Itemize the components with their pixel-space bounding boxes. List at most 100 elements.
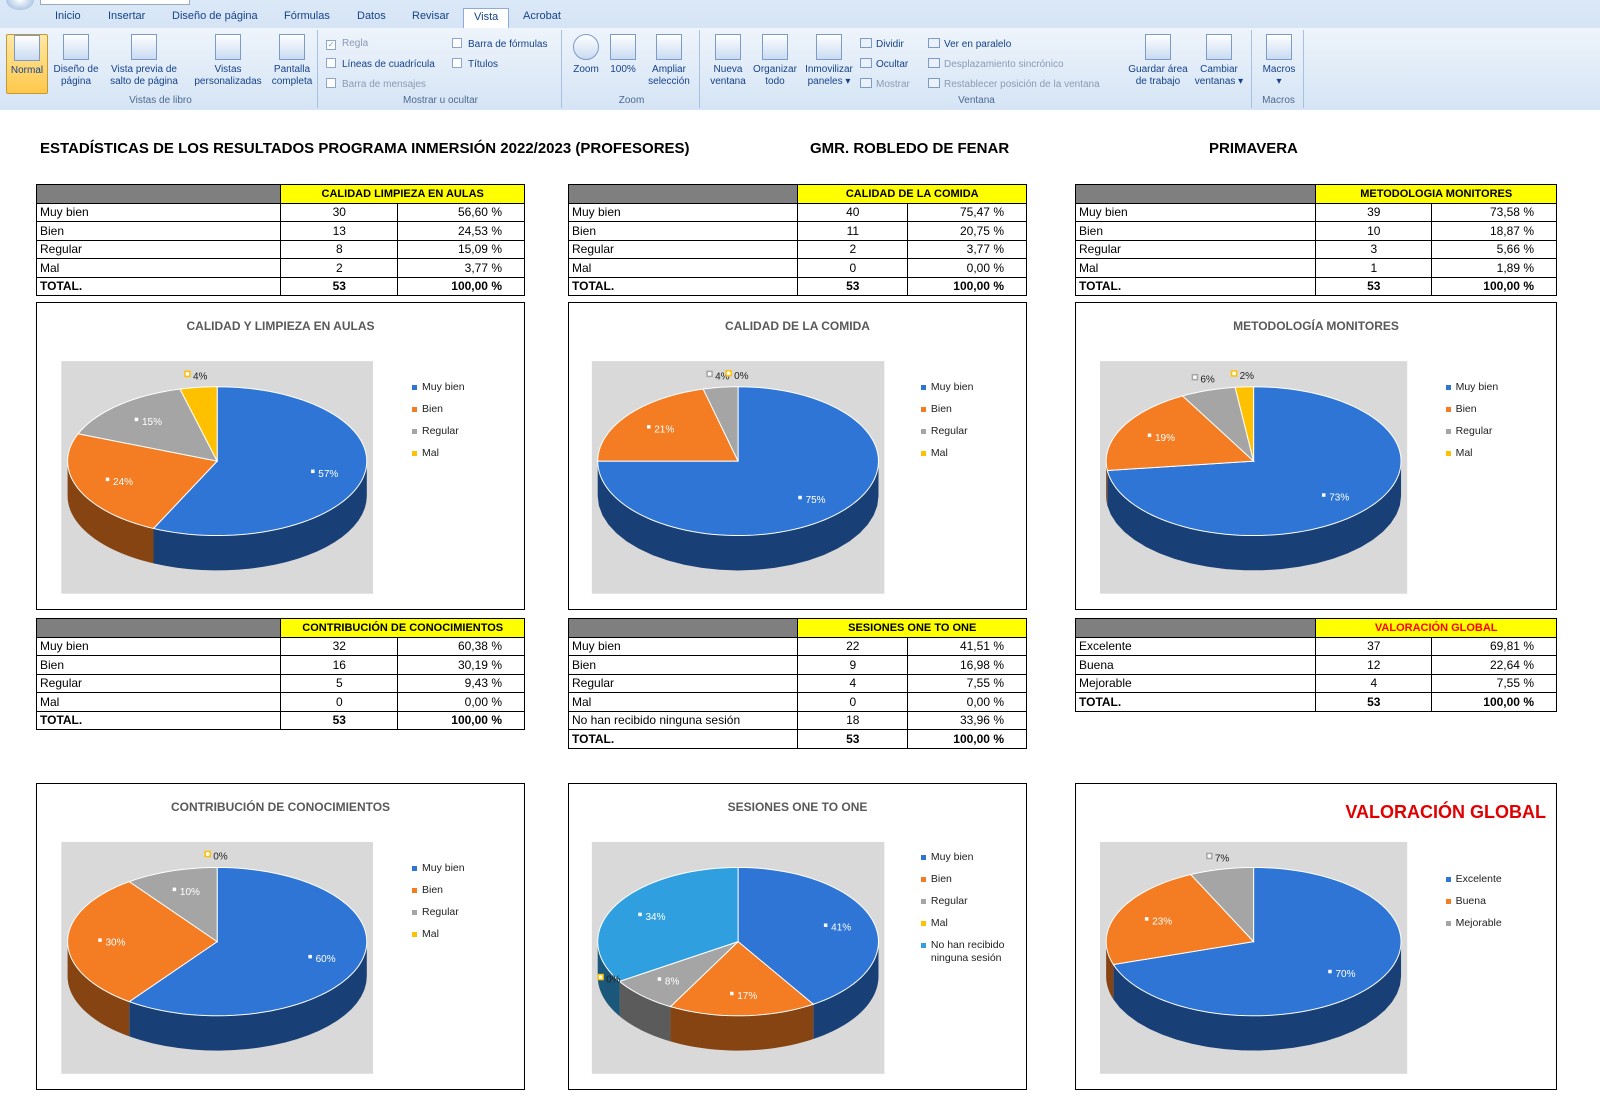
- synchronous-scrolling-button[interactable]: Desplazamiento sincrónico: [928, 58, 1064, 70]
- zoom-selection-button[interactable]: Ampliar selección: [642, 34, 696, 88]
- custom-views-button[interactable]: Vistas personalizadas: [190, 34, 266, 88]
- hide-button[interactable]: Ocultar: [860, 58, 908, 70]
- table-row: Buena 12 22,64 %: [1074, 655, 1557, 675]
- row-percent: 16,98 %: [907, 655, 1027, 675]
- ruler-checkbox[interactable]: ✓ Regla: [326, 38, 369, 50]
- header-blank-cell: [567, 618, 799, 638]
- chart-metodologia[interactable]: 73% 19% 6% 2% METODOLOGÍA MONITORES Muy bien B…: [1075, 302, 1557, 610]
- page-break-preview-button[interactable]: Vista previa de salto de página: [104, 34, 184, 88]
- chart-sesiones[interactable]: 41% 17% 8% 0% 34% SESIONES ONE TO ONE Muy bien…: [568, 783, 1027, 1090]
- tab-inicio[interactable]: Inicio: [55, 10, 81, 22]
- data-label-marker: [306, 953, 314, 960]
- legend-label: Mejorable: [1455, 917, 1502, 929]
- legend-item-bien: Bien: [920, 873, 1020, 886]
- data-label-marker: [656, 975, 663, 983]
- pie-slice-muy-bien: [597, 386, 879, 537]
- total-count: 53: [797, 729, 909, 749]
- arrange-all-button[interactable]: Organizar todo: [750, 34, 800, 88]
- chart-contribucion[interactable]: 60% 30% 10% 0% CONTRIBUCIÓN DE CONOCIMIENTOS…: [36, 783, 525, 1090]
- tab-insertar[interactable]: Insertar: [108, 10, 146, 22]
- row-count: 12: [1315, 655, 1433, 675]
- pie-slice-mal: [179, 386, 218, 462]
- row-count: 5: [280, 673, 399, 693]
- data-label-marker: [796, 494, 804, 501]
- pie-slice-bien: [67, 433, 219, 530]
- ribbon-body: Normal Diseño de página Vista previa de …: [0, 28, 1600, 110]
- row-count: 4: [797, 673, 909, 693]
- unhide-icon: [860, 78, 872, 88]
- row-count: 39: [1315, 202, 1433, 222]
- legend-label: Mal: [1455, 447, 1473, 460]
- legend-item-excelente: Excelente: [1445, 873, 1550, 886]
- tab-datos[interactable]: Datos: [357, 10, 386, 22]
- gridlines-checkbox[interactable]: Líneas de cuadrícula: [326, 58, 435, 70]
- chart-calidad-comida[interactable]: 75% 21% 4% 0% CALIDAD DE LA COMIDA Muy bien Bi…: [568, 302, 1027, 610]
- chart-title: CONTRIBUCIÓN DE CONOCIMIENTOS: [170, 800, 391, 814]
- sheet-title: ESTADÍSTICAS DE LOS RESULTADOS PROGRAMA …: [40, 140, 690, 157]
- macros-icon: [1266, 34, 1292, 60]
- pie-slice-excelente: [1112, 866, 1402, 1017]
- chart-legend: Muy bien Bien Regular Mal: [411, 862, 518, 950]
- unhide-button[interactable]: Mostrar: [860, 78, 910, 90]
- zoom-100-button[interactable]: 100%: [606, 34, 640, 76]
- macros-button[interactable]: Macros ▾: [1258, 34, 1300, 88]
- data-label-marker: [1230, 370, 1238, 377]
- message-bar-checkbox[interactable]: Barra de mensajes: [326, 78, 426, 90]
- pie-slice-regular: [1181, 386, 1255, 463]
- chart-calidad-limpieza[interactable]: 57% 24% 15% 4% CALIDAD Y LIMPIEZA EN AULAS Mu…: [36, 302, 525, 610]
- row-percent: 22,64 %: [1431, 655, 1557, 675]
- tab-diseno-pagina[interactable]: Diseño de página: [172, 10, 258, 22]
- table-row: Bien 11 20,75 %: [567, 221, 1027, 241]
- legend-label: Regular: [421, 425, 459, 438]
- legend-label: Excelente: [1455, 873, 1502, 885]
- tab-revisar[interactable]: Revisar: [412, 10, 450, 22]
- chart-valoracion[interactable]: 70% 23% 7% VALORACIÓN GLOBAL Excelente Buena M…: [1075, 783, 1557, 1090]
- total-percent: 100,00 %: [907, 276, 1027, 296]
- page-layout-button[interactable]: Diseño de página: [50, 34, 102, 88]
- chart-title: METODOLOGÍA MONITORES: [1233, 319, 1399, 333]
- view-side-by-side-button[interactable]: Ver en paralelo: [928, 38, 1011, 50]
- tab-acrobat[interactable]: Acrobat: [523, 10, 561, 22]
- split-button[interactable]: Dividir: [860, 38, 904, 50]
- normal-view-button[interactable]: Normal: [6, 34, 48, 94]
- switch-windows-button[interactable]: Cambiar ventanas ▾: [1192, 34, 1246, 88]
- row-percent: 41,51 %: [907, 636, 1027, 656]
- legend-swatch: [920, 451, 926, 457]
- row-count: 2: [280, 258, 399, 278]
- row-percent: 3,77 %: [397, 258, 525, 278]
- table-header-row: CONTRIBUCIÓN DE CONOCIMIENTOS: [35, 618, 525, 638]
- headings-checkbox[interactable]: Títulos: [452, 58, 498, 70]
- save-workspace-button[interactable]: Guardar área de trabajo: [1126, 34, 1190, 88]
- table-heading: CALIDAD LIMPIEZA EN AULAS: [280, 184, 525, 204]
- total-percent: 100,00 %: [1431, 692, 1557, 712]
- table-row: No han recibido ninguna sesión 18 33,96 %: [567, 710, 1027, 730]
- data-label-no-han-recibido-ninguna-sesion: 34%: [646, 912, 666, 923]
- table-contribucion: CONTRIBUCIÓN DE CONOCIMIENTOS Muy bien 32 6…: [35, 618, 525, 730]
- office-button[interactable]: [6, 0, 34, 10]
- pie-side-muy-bien: [1107, 461, 1402, 571]
- reset-window-position-button[interactable]: Restablecer posición de la ventana: [928, 78, 1100, 90]
- legend-swatch: [920, 429, 926, 435]
- legend-item-no-han-recibido-ninguna-sesion: No han recibido ninguna sesión: [920, 939, 1020, 965]
- table-heading: CALIDAD DE LA COMIDA: [797, 184, 1027, 204]
- tab-formulas[interactable]: Fórmulas: [284, 10, 330, 22]
- table-row: Mal 0 0,00 %: [567, 258, 1027, 278]
- row-count: 2: [797, 239, 909, 259]
- formula-bar-checkbox[interactable]: Barra de fórmulas: [452, 38, 547, 50]
- freeze-panes-button[interactable]: Inmovilizar paneles ▾: [802, 34, 856, 88]
- zoom-button[interactable]: Zoom: [568, 34, 604, 76]
- legend-swatch: [1445, 451, 1451, 457]
- table-total-row: TOTAL. 53 100,00 %: [1074, 276, 1557, 296]
- tab-vista[interactable]: Vista: [463, 8, 510, 28]
- new-window-button[interactable]: Nueva ventana: [706, 34, 750, 88]
- legend-swatch: [1445, 429, 1451, 435]
- chart-legend: Muy bien Bien Regular Mal: [920, 381, 1020, 469]
- table-sesiones: SESIONES ONE TO ONE Muy bien 22 41,51 % Bien…: [567, 618, 1027, 749]
- group-zoom: Zoom 100% Ampliar selección Zoom: [564, 30, 700, 108]
- full-screen-button[interactable]: Pantalla completa: [268, 34, 316, 88]
- row-percent: 20,75 %: [907, 221, 1027, 241]
- table-header-row: CALIDAD DE LA COMIDA: [567, 184, 1027, 204]
- data-label-bien: 19%: [1155, 433, 1175, 444]
- legend-item-mal: Mal: [920, 917, 1020, 930]
- row-percent: 0,00 %: [907, 258, 1027, 278]
